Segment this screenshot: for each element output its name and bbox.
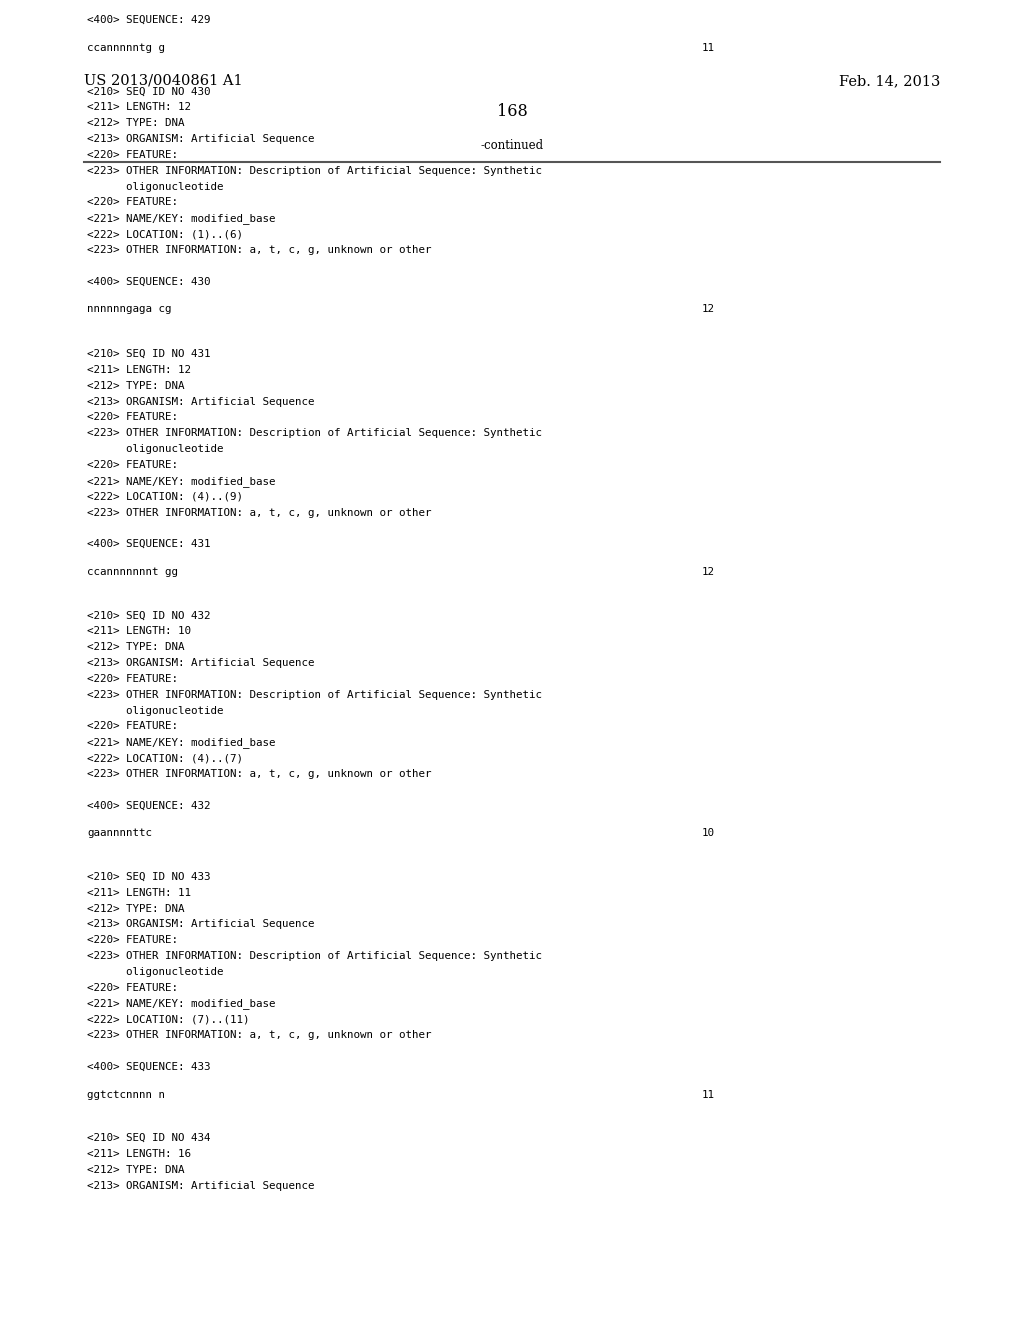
Text: ccannnnntg g: ccannnnntg g: [87, 42, 165, 53]
Text: <220> FEATURE:: <220> FEATURE:: [87, 673, 178, 684]
Text: oligonucleotide: oligonucleotide: [87, 444, 223, 454]
Text: <213> ORGANISM: Artificial Sequence: <213> ORGANISM: Artificial Sequence: [87, 919, 314, 929]
Text: <221> NAME/KEY: modified_base: <221> NAME/KEY: modified_base: [87, 737, 275, 748]
Text: <220> FEATURE:: <220> FEATURE:: [87, 721, 178, 731]
Text: <220> FEATURE:: <220> FEATURE:: [87, 935, 178, 945]
Text: <210> SEQ ID NO 431: <210> SEQ ID NO 431: [87, 348, 211, 359]
Text: <210> SEQ ID NO 433: <210> SEQ ID NO 433: [87, 871, 211, 882]
Text: <210> SEQ ID NO 430: <210> SEQ ID NO 430: [87, 87, 211, 96]
Text: <220> FEATURE:: <220> FEATURE:: [87, 982, 178, 993]
Text: <213> ORGANISM: Artificial Sequence: <213> ORGANISM: Artificial Sequence: [87, 1180, 314, 1191]
Text: <221> NAME/KEY: modified_base: <221> NAME/KEY: modified_base: [87, 214, 275, 224]
Text: <212> TYPE: DNA: <212> TYPE: DNA: [87, 1164, 184, 1175]
Text: <400> SEQUENCE: 430: <400> SEQUENCE: 430: [87, 277, 211, 286]
Text: <220> FEATURE:: <220> FEATURE:: [87, 412, 178, 422]
Text: -continued: -continued: [480, 139, 544, 152]
Text: <400> SEQUENCE: 432: <400> SEQUENCE: 432: [87, 800, 211, 810]
Text: <220> FEATURE:: <220> FEATURE:: [87, 149, 178, 160]
Text: <222> LOCATION: (4)..(7): <222> LOCATION: (4)..(7): [87, 752, 243, 763]
Text: <223> OTHER INFORMATION: a, t, c, g, unknown or other: <223> OTHER INFORMATION: a, t, c, g, unk…: [87, 768, 431, 779]
Text: <220> FEATURE:: <220> FEATURE:: [87, 461, 178, 470]
Text: <212> TYPE: DNA: <212> TYPE: DNA: [87, 903, 184, 913]
Text: <211> LENGTH: 16: <211> LENGTH: 16: [87, 1148, 191, 1159]
Text: <210> SEQ ID NO 432: <210> SEQ ID NO 432: [87, 610, 211, 620]
Text: <213> ORGANISM: Artificial Sequence: <213> ORGANISM: Artificial Sequence: [87, 133, 314, 144]
Text: US 2013/0040861 A1: US 2013/0040861 A1: [84, 74, 243, 88]
Text: <210> SEQ ID NO 434: <210> SEQ ID NO 434: [87, 1133, 211, 1143]
Text: 10: 10: [701, 829, 715, 838]
Text: <222> LOCATION: (7)..(11): <222> LOCATION: (7)..(11): [87, 1014, 250, 1024]
Text: <212> TYPE: DNA: <212> TYPE: DNA: [87, 643, 184, 652]
Text: <213> ORGANISM: Artificial Sequence: <213> ORGANISM: Artificial Sequence: [87, 657, 314, 668]
Text: <212> TYPE: DNA: <212> TYPE: DNA: [87, 380, 184, 391]
Text: 12: 12: [701, 304, 715, 314]
Text: <211> LENGTH: 10: <211> LENGTH: 10: [87, 627, 191, 636]
Text: 11: 11: [701, 1090, 715, 1100]
Text: oligonucleotide: oligonucleotide: [87, 966, 223, 977]
Text: <223> OTHER INFORMATION: a, t, c, g, unknown or other: <223> OTHER INFORMATION: a, t, c, g, unk…: [87, 1030, 431, 1040]
Text: oligonucleotide: oligonucleotide: [87, 181, 223, 191]
Text: <400> SEQUENCE: 431: <400> SEQUENCE: 431: [87, 539, 211, 549]
Text: <223> OTHER INFORMATION: Description of Artificial Sequence: Synthetic: <223> OTHER INFORMATION: Description of …: [87, 689, 542, 700]
Text: Feb. 14, 2013: Feb. 14, 2013: [839, 74, 940, 88]
Text: oligonucleotide: oligonucleotide: [87, 705, 223, 715]
Text: 168: 168: [497, 103, 527, 120]
Text: <211> LENGTH: 11: <211> LENGTH: 11: [87, 887, 191, 898]
Text: <221> NAME/KEY: modified_base: <221> NAME/KEY: modified_base: [87, 477, 275, 487]
Text: <211> LENGTH: 12: <211> LENGTH: 12: [87, 364, 191, 375]
Text: <400> SEQUENCE: 429: <400> SEQUENCE: 429: [87, 15, 211, 25]
Text: <400> SEQUENCE: 433: <400> SEQUENCE: 433: [87, 1061, 211, 1072]
Text: <223> OTHER INFORMATION: Description of Artificial Sequence: Synthetic: <223> OTHER INFORMATION: Description of …: [87, 165, 542, 176]
Text: 11: 11: [701, 42, 715, 53]
Text: <222> LOCATION: (1)..(6): <222> LOCATION: (1)..(6): [87, 230, 243, 239]
Text: <211> LENGTH: 12: <211> LENGTH: 12: [87, 103, 191, 112]
Text: <212> TYPE: DNA: <212> TYPE: DNA: [87, 117, 184, 128]
Text: <221> NAME/KEY: modified_base: <221> NAME/KEY: modified_base: [87, 998, 275, 1010]
Text: ggtctcnnnn n: ggtctcnnnn n: [87, 1090, 165, 1100]
Text: <223> OTHER INFORMATION: a, t, c, g, unknown or other: <223> OTHER INFORMATION: a, t, c, g, unk…: [87, 507, 431, 517]
Text: 12: 12: [701, 568, 715, 577]
Text: <223> OTHER INFORMATION: a, t, c, g, unknown or other: <223> OTHER INFORMATION: a, t, c, g, unk…: [87, 244, 431, 255]
Text: gaannnnttc: gaannnnttc: [87, 829, 152, 838]
Text: <222> LOCATION: (4)..(9): <222> LOCATION: (4)..(9): [87, 491, 243, 502]
Text: <220> FEATURE:: <220> FEATURE:: [87, 197, 178, 207]
Text: <223> OTHER INFORMATION: Description of Artificial Sequence: Synthetic: <223> OTHER INFORMATION: Description of …: [87, 950, 542, 961]
Text: ccannnnnnnt gg: ccannnnnnnt gg: [87, 568, 178, 577]
Text: <213> ORGANISM: Artificial Sequence: <213> ORGANISM: Artificial Sequence: [87, 396, 314, 407]
Text: nnnnnngaga cg: nnnnnngaga cg: [87, 304, 172, 314]
Text: <223> OTHER INFORMATION: Description of Artificial Sequence: Synthetic: <223> OTHER INFORMATION: Description of …: [87, 428, 542, 438]
